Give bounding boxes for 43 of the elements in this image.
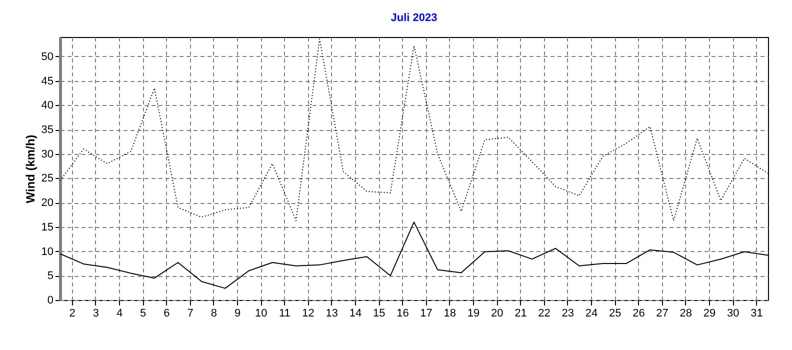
y-tick-label: 5 xyxy=(47,270,54,282)
y-tick-label: 0 xyxy=(47,294,54,306)
x-tick-label: 8 xyxy=(210,308,217,320)
y-tick-label: 15 xyxy=(41,221,54,234)
x-tick-label: 11 xyxy=(278,308,290,320)
x-tick-label: 23 xyxy=(562,308,574,320)
y-tick-label: 40 xyxy=(41,100,54,112)
x-tick-label: 22 xyxy=(538,308,550,320)
y-tick-label: 35 xyxy=(41,124,54,136)
x-tick-label: 20 xyxy=(490,308,504,320)
x-tick-label: 25 xyxy=(608,308,622,320)
x-tick-label: 21 xyxy=(514,308,527,320)
x-tick-label: 31 xyxy=(750,308,763,320)
x-tick-label: 18 xyxy=(444,308,456,320)
x-tick-label: 16 xyxy=(396,308,409,320)
x-tick-label: 17 xyxy=(420,308,432,320)
x-tick-label: 24 xyxy=(585,308,598,320)
y-tick-label: 50 xyxy=(41,50,54,63)
x-tick-label: 6 xyxy=(164,308,170,320)
x-tick-label: 9 xyxy=(234,308,241,320)
x-tick-label: 5 xyxy=(140,308,146,320)
x-tick-label: 14 xyxy=(349,308,362,320)
x-tick-label: 19 xyxy=(467,308,480,320)
y-tick-label: 45 xyxy=(41,75,54,88)
y-tick-label: 10 xyxy=(41,246,54,258)
y-tick-label: 20 xyxy=(41,197,54,210)
y-tick-label: 30 xyxy=(41,148,54,160)
chart-title: Juli 2023 xyxy=(390,12,438,24)
x-tick-label: 29 xyxy=(703,308,716,320)
x-tick-label: 27 xyxy=(656,308,668,320)
x-tick-label: 3 xyxy=(92,308,99,320)
x-tick-label: 10 xyxy=(254,308,268,320)
x-tick-label: 28 xyxy=(680,308,692,320)
y-tick-label: 25 xyxy=(41,172,54,185)
y-axis-title: Wind (km/h) xyxy=(23,134,38,204)
x-tick-label: 15 xyxy=(372,308,386,320)
x-tick-label: 7 xyxy=(187,308,194,320)
x-tick-label: 26 xyxy=(632,308,645,320)
x-tick-label: 12 xyxy=(302,308,314,320)
x-tick-label: 2 xyxy=(69,308,76,320)
x-tick-label: 13 xyxy=(326,308,338,320)
x-tick-label: 4 xyxy=(116,308,123,320)
x-tick-label: 30 xyxy=(726,308,740,320)
